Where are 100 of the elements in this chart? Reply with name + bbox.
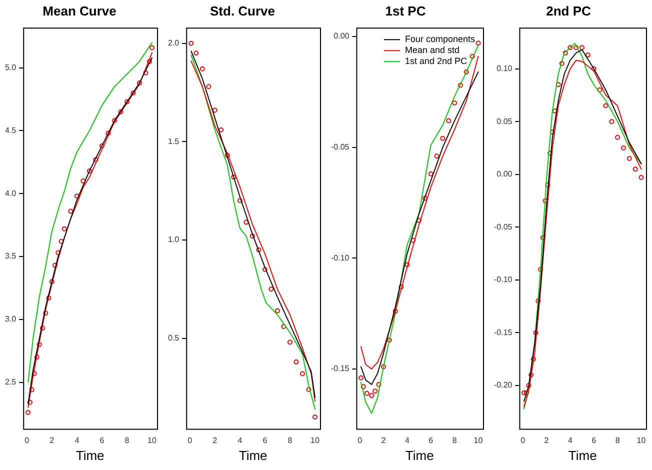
point (194, 50, 199, 56)
point (86, 168, 92, 174)
legend-label: Mean and std (404, 45, 460, 56)
y-tick-label: 0.5 (168, 334, 180, 343)
y-tick-label: 2.5 (4, 377, 17, 386)
point (306, 386, 312, 392)
point (533, 330, 538, 336)
x-tick-label: 2 (381, 436, 386, 445)
point (591, 66, 596, 72)
x-tick-label: 4 (568, 436, 573, 445)
point (398, 284, 404, 290)
x-tick-label: 0 (188, 436, 193, 445)
point (300, 371, 305, 376)
point (392, 308, 398, 314)
y-tick-label: 0.00 (334, 32, 350, 41)
point (250, 234, 255, 239)
point (237, 198, 242, 204)
chart-title: 2nd PC (546, 3, 592, 18)
point (99, 143, 104, 148)
y-tick-label: 0.00 (496, 170, 513, 179)
y-tick-label: -0.10 (494, 275, 513, 284)
x-tick-label: 6 (428, 436, 434, 445)
point (106, 130, 111, 136)
point (632, 166, 638, 172)
x-tick-label: 10 (148, 436, 157, 445)
point (49, 279, 54, 284)
point (74, 194, 80, 199)
point (256, 247, 262, 252)
y-tick-label: 0.05 (496, 116, 513, 126)
point (434, 154, 440, 159)
point (29, 387, 34, 392)
point (26, 410, 31, 415)
point (458, 82, 463, 88)
point (574, 45, 579, 50)
point (80, 178, 86, 184)
chart-title: Std. Curve (210, 3, 276, 18)
y-tick-label: -0.05 (494, 222, 513, 232)
y-tick-label: 0.10 (496, 64, 513, 73)
point (124, 99, 130, 104)
point (524, 390, 529, 396)
point (538, 266, 544, 272)
point (200, 66, 205, 72)
x-tick-label: 10 (310, 436, 320, 445)
point (274, 308, 280, 314)
point (143, 70, 148, 76)
point (626, 156, 632, 162)
point (416, 218, 422, 223)
point (446, 118, 452, 124)
x-tick-label: 4 (238, 436, 243, 445)
x-tick-label: 0 (520, 436, 526, 445)
point (548, 150, 553, 156)
point (34, 354, 40, 360)
point (118, 109, 124, 114)
y-tick-label: 1.0 (168, 235, 180, 244)
point (552, 108, 558, 114)
point (244, 220, 249, 225)
y-tick-label: -0.10 (331, 253, 350, 262)
y-tick-label: 1.5 (168, 136, 180, 146)
point (52, 262, 58, 268)
y-tick-label: -0.05 (331, 142, 350, 152)
point (521, 390, 526, 396)
chart-title: Mean Curve (42, 3, 116, 18)
point (360, 384, 366, 390)
x-tick-label: 8 (288, 436, 293, 445)
x-tick-label: 0 (358, 436, 363, 445)
x-tick-label: 2 (544, 436, 550, 445)
x-tick-label: 4 (74, 436, 80, 445)
point (615, 134, 620, 140)
point (440, 136, 446, 141)
point (149, 45, 154, 50)
y-tick-label: 3.5 (4, 252, 17, 261)
x-tick-label: 6 (262, 436, 268, 445)
point (580, 45, 585, 50)
point (36, 342, 42, 348)
point (550, 130, 555, 135)
point (56, 250, 61, 256)
point (68, 208, 74, 214)
y-tick-label: 4.5 (4, 126, 17, 135)
point (376, 382, 382, 387)
point (540, 235, 546, 240)
point (476, 40, 481, 46)
x-tick-label: 10 (636, 436, 646, 445)
x-axis-title: Time (238, 448, 268, 463)
point (470, 54, 475, 59)
x-axis-title: Time (405, 448, 434, 463)
point (620, 145, 626, 150)
point (294, 359, 299, 364)
point (146, 59, 152, 64)
y-tick-label: 3.0 (4, 314, 17, 324)
point (526, 383, 532, 388)
y-tick-label: 2.0 (168, 38, 180, 48)
x-axis-title: Time (568, 448, 597, 463)
y-tick-label: 4.0 (4, 188, 17, 198)
point (40, 326, 46, 331)
x-tick-label: 6 (100, 436, 105, 445)
point (262, 267, 268, 272)
point (268, 286, 274, 292)
point (609, 119, 614, 124)
x-tick-label: 0 (24, 436, 30, 445)
point (542, 198, 548, 204)
